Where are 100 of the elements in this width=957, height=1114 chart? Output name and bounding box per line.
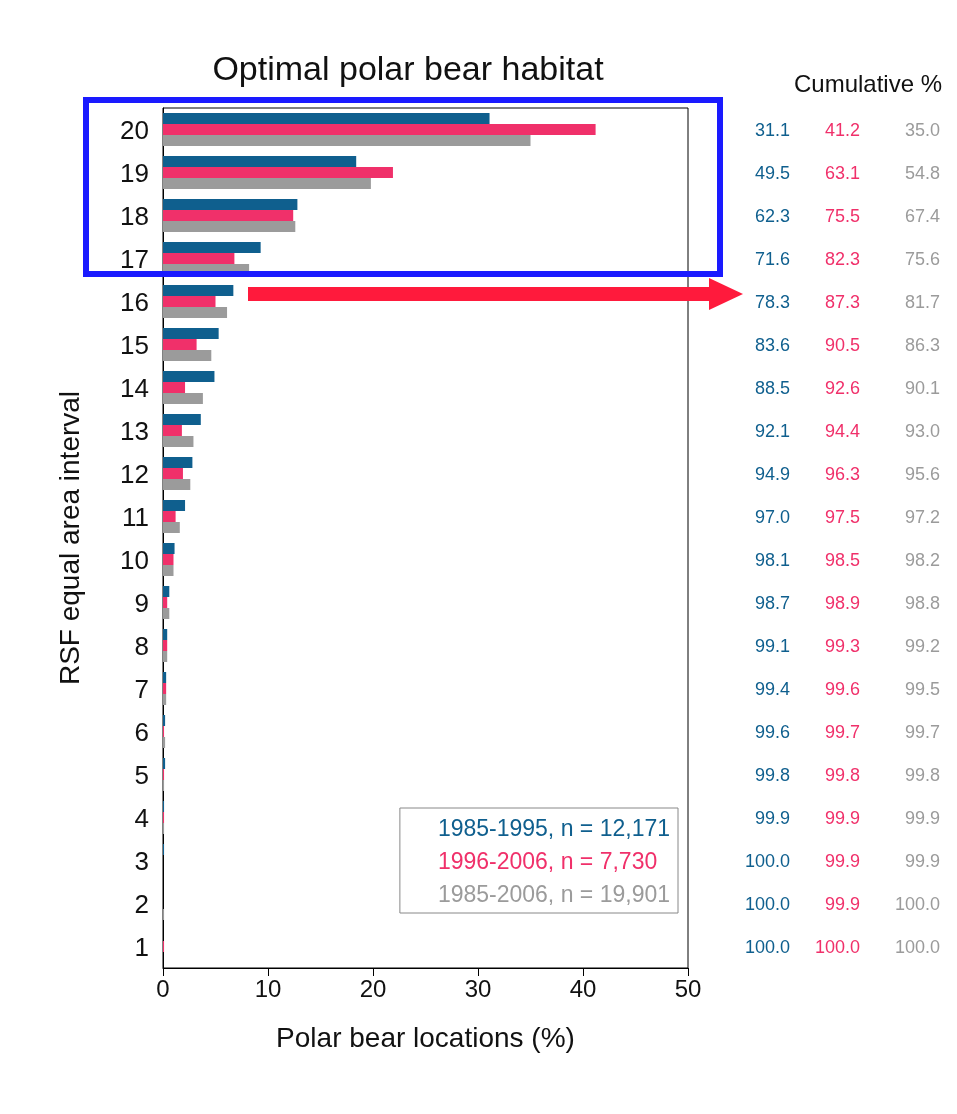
- text: 75.5: [824, 205, 860, 226]
- bar: [163, 253, 235, 264]
- text: 67.4: [904, 205, 940, 226]
- y-tick-label: 6: [134, 716, 149, 747]
- bar: [163, 167, 393, 178]
- text: 100.0: [814, 936, 860, 957]
- y-tick-label: 5: [134, 759, 149, 790]
- text: 49.5: [754, 162, 790, 183]
- chart-title: Optimal polar bear habitat: [212, 49, 605, 87]
- y-tick-label: 16: [120, 286, 149, 317]
- bar: [163, 199, 298, 210]
- text: 90.1: [904, 377, 940, 398]
- text: 90.5: [824, 334, 860, 355]
- text: 31.1: [754, 119, 790, 140]
- text: 99.9: [904, 850, 940, 871]
- y-tick-label: 12: [120, 458, 149, 489]
- text: 99.2: [904, 635, 940, 656]
- bar: [163, 414, 201, 425]
- text: 99.8: [824, 764, 860, 785]
- text: 98.8: [904, 592, 940, 613]
- text: 92.6: [824, 377, 860, 398]
- text: 94.9: [754, 463, 790, 484]
- y-tick-label: 15: [120, 329, 149, 360]
- text: 75.6: [904, 248, 940, 269]
- text: 81.7: [904, 291, 940, 312]
- bar: [163, 382, 186, 393]
- bar: [163, 479, 191, 490]
- y-tick-label: 13: [120, 415, 149, 446]
- text: 96.3: [824, 463, 860, 484]
- text: 93.0: [904, 420, 940, 441]
- text: 97.2: [904, 506, 940, 527]
- text: 99.5: [904, 678, 940, 699]
- x-tick-label: 20: [359, 974, 387, 1002]
- text: 86.3: [904, 334, 940, 355]
- bar: [163, 640, 168, 651]
- bar: [163, 457, 193, 468]
- bar: [163, 565, 174, 576]
- text: 100.0: [744, 936, 790, 957]
- text: 83.6: [754, 334, 790, 355]
- text: 1985-2006, n = 19,901: [437, 880, 670, 907]
- text: 99.6: [824, 678, 860, 699]
- text: 98.1: [754, 549, 790, 570]
- y-tick-label: 20: [120, 114, 149, 145]
- text: 98.5: [824, 549, 860, 570]
- text: 98.2: [904, 549, 940, 570]
- y-tick-label: 17: [120, 243, 149, 274]
- x-tick-label: 0: [156, 974, 170, 1002]
- bar: [163, 522, 180, 533]
- bar: [163, 468, 183, 479]
- x-tick-label: 40: [569, 974, 597, 1002]
- bar: [163, 425, 182, 436]
- text: 99.3: [824, 635, 860, 656]
- text: 99.8: [904, 764, 940, 785]
- text: 99.9: [824, 850, 860, 871]
- bar: [163, 371, 215, 382]
- text: 82.3: [824, 248, 860, 269]
- bar: [163, 113, 490, 124]
- bar: [163, 178, 371, 189]
- x-tick-label: 10: [254, 974, 282, 1002]
- bar: [163, 436, 194, 447]
- bar: [163, 672, 167, 683]
- y-tick-label: 10: [120, 544, 149, 575]
- bar: [163, 307, 228, 318]
- bar: [163, 586, 170, 597]
- y-tick-label: 8: [134, 630, 149, 661]
- bar: [163, 135, 531, 146]
- text: 94.4: [824, 420, 860, 441]
- bar: [163, 715, 166, 726]
- text: 92.1: [754, 420, 790, 441]
- text: 63.1: [824, 162, 860, 183]
- bar: [163, 350, 212, 361]
- bar: [163, 328, 219, 339]
- text: 100.0: [894, 936, 940, 957]
- text: 99.4: [754, 678, 790, 699]
- text: 100.0: [744, 893, 790, 914]
- y-tick-label: 3: [134, 845, 149, 876]
- y-tick-label: 11: [122, 501, 149, 532]
- y-tick-label: 4: [134, 802, 149, 833]
- bar: [163, 629, 168, 640]
- y-tick-label: 19: [120, 157, 149, 188]
- bar: [163, 737, 166, 748]
- text: 98.9: [824, 592, 860, 613]
- text: 99.7: [904, 721, 940, 742]
- bar: [163, 608, 170, 619]
- text: 1985-1995, n = 12,171: [437, 814, 670, 841]
- bar: [163, 694, 167, 705]
- x-tick-label: 50: [674, 974, 702, 1002]
- y-tick-label: 2: [134, 888, 149, 919]
- y-tick-label: 7: [134, 673, 149, 704]
- bar: [163, 210, 294, 221]
- y-tick-label: 14: [120, 372, 149, 403]
- text: 100.0: [744, 850, 790, 871]
- text: 99.6: [754, 721, 790, 742]
- text: 99.7: [824, 721, 860, 742]
- text: 98.7: [754, 592, 790, 613]
- text: 95.6: [904, 463, 940, 484]
- y-tick-label: 1: [134, 931, 149, 962]
- text: 62.3: [754, 205, 790, 226]
- bar: [163, 651, 168, 662]
- bar: [163, 597, 168, 608]
